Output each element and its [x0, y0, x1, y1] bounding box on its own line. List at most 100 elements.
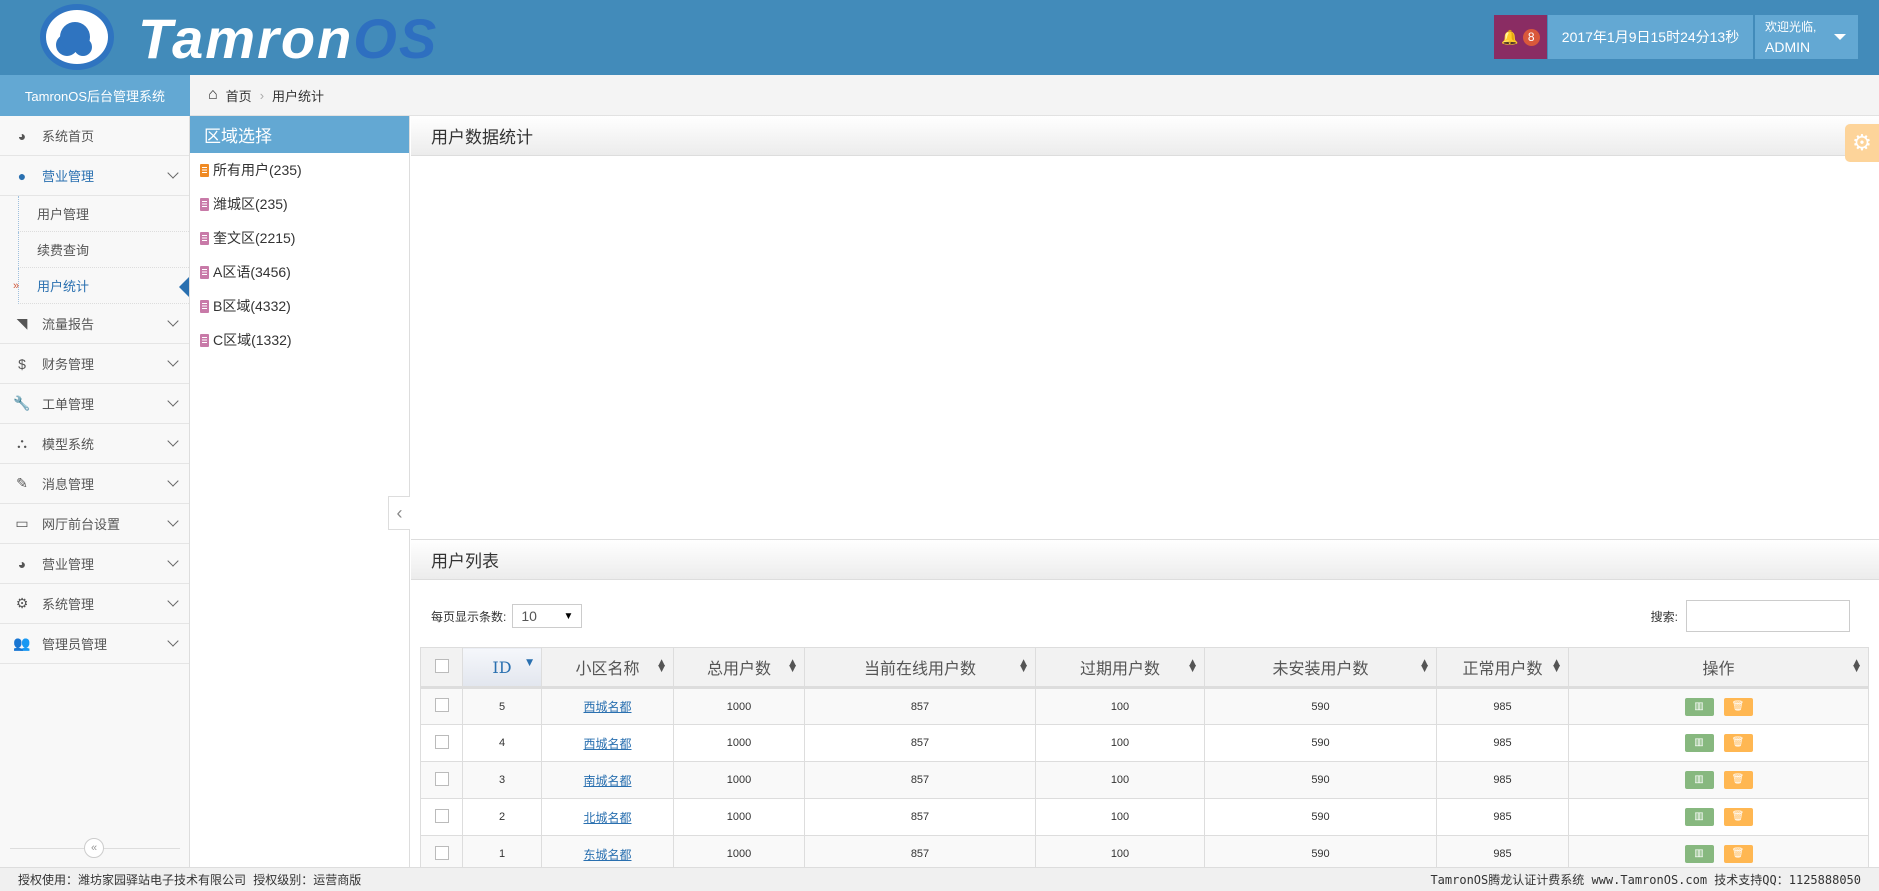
sidebar-item-messages[interactable]: ✎ 消息管理 — [0, 464, 189, 504]
community-link[interactable]: 西城名都 — [583, 736, 632, 751]
column-header[interactable]: 未安装用户数 ▲ ▼ — [1204, 647, 1437, 689]
sidebar-item-tickets[interactable]: 🔧 工单管理 — [0, 384, 189, 424]
chevron-down-icon — [167, 395, 179, 407]
settings-gear-button[interactable]: ⚙ — [1845, 124, 1879, 162]
chevron-down-icon — [167, 435, 179, 447]
cell: 100 — [1035, 761, 1205, 799]
home-icon: ⌂ — [208, 86, 218, 103]
row-checkbox[interactable] — [434, 808, 449, 823]
bar-chart-icon: ▥ — [1694, 700, 1704, 712]
delete-button[interactable]: 🗑 — [1723, 771, 1753, 789]
chart-button[interactable]: ▥ — [1684, 734, 1714, 752]
sidebar-item-portal-settings[interactable]: ▭ 网厅前台设置 — [0, 504, 189, 544]
region-item[interactable]: B区域(4332) — [190, 289, 409, 323]
trash-icon: 🗑 — [1731, 848, 1745, 859]
row-checkbox-cell — [420, 724, 463, 762]
sidebar-item-business[interactable]: ● 营业管理 — [0, 156, 189, 196]
delete-button[interactable]: 🗑 — [1723, 845, 1753, 863]
sidebar-subitem-user-stats[interactable]: » 用户统计 — [13, 268, 189, 304]
actions-cell: ▥ 🗑 — [1568, 761, 1869, 799]
cell: 南城名都 — [541, 761, 674, 799]
column-header[interactable]: ID ▼ — [462, 647, 542, 689]
chart-button[interactable]: ▥ — [1684, 771, 1714, 789]
region-item[interactable]: 潍城区(235) — [190, 187, 409, 221]
chart-button[interactable]: ▥ — [1684, 697, 1714, 716]
select-all-checkbox-header[interactable] — [420, 647, 463, 689]
region-item[interactable]: 所有用户(235) — [190, 153, 409, 187]
welcome-text: 欢迎光临, — [1765, 20, 1817, 34]
support-info: TamronOS腾龙认证计费系统 www.TamronOS.com 技术支持QQ… — [1430, 873, 1861, 887]
delete-button[interactable]: 🗑 — [1723, 697, 1753, 716]
collapse-sidebar-button[interactable]: « — [84, 838, 104, 858]
sort-desc-icon: ▼ — [526, 658, 533, 668]
region-item[interactable]: 奎文区(2215) — [190, 221, 409, 255]
community-link[interactable]: 北城名都 — [583, 810, 632, 825]
actions-cell: ▥ 🗑 — [1568, 687, 1869, 725]
users-icon: 👥 — [13, 635, 31, 651]
delete-button[interactable]: 🗑 — [1723, 808, 1753, 826]
delete-button[interactable]: 🗑 — [1723, 734, 1753, 752]
sort-icon: ▲ ▼ — [1853, 658, 1860, 674]
sidebar-item-home[interactable]: ◕ 系统首页 — [0, 116, 189, 156]
community-link[interactable]: 东城名都 — [583, 847, 632, 862]
row-checkbox[interactable] — [434, 734, 449, 749]
user-menu[interactable]: 欢迎光临, ADMIN — [1755, 15, 1858, 59]
row-checkbox[interactable] — [434, 845, 449, 860]
search-input[interactable] — [1686, 600, 1850, 632]
trash-icon: 🗑 — [1731, 737, 1745, 748]
cell: 西城名都 — [541, 724, 674, 762]
breadcrumb-home[interactable]: 首页 — [225, 88, 252, 104]
stats-panel-title: 用户数据统计 — [411, 116, 1879, 156]
sidebar-item-model[interactable]: ⛬ 模型系统 — [0, 424, 189, 464]
main-content: 用户数据统计 ⚙ 用户列表 每页显示条数: 10 ▼ 搜索: ID ▼ 小区名称 ▲ ▼ 总… — [411, 116, 1879, 873]
community-link[interactable]: 南城名都 — [583, 773, 632, 788]
select-all-checkbox[interactable] — [434, 658, 449, 673]
footer: 授权使用：潍坊家园驿站电子技术有限公司 授权级别：运营商版 TamronOS腾龙… — [0, 867, 1879, 891]
list-panel-title: 用户列表 — [411, 540, 1879, 580]
sidebar-item-finance[interactable]: $ 财务管理 — [0, 344, 189, 384]
table-row: 4 西城名都 1000 857 100 590 985 ▥ 🗑 — [420, 724, 1869, 762]
wrench-icon: 🔧 — [13, 395, 31, 411]
sidebar-subitem-renewal-query[interactable]: 续费查询 — [18, 232, 189, 268]
sidebar-subitem-user-management[interactable]: 用户管理 — [18, 196, 189, 232]
community-link[interactable]: 西城名都 — [583, 700, 632, 714]
column-header[interactable]: 总用户数 ▲ ▼ — [673, 647, 805, 689]
column-header[interactable]: 过期用户数 ▲ ▼ — [1035, 647, 1205, 689]
cell: 857 — [804, 835, 1036, 873]
sidebar-item-business-2[interactable]: ◕ 营业管理 — [0, 544, 189, 584]
column-header[interactable]: 正常用户数 ▲ ▼ — [1436, 647, 1569, 689]
region-item[interactable]: C区域(1332) — [190, 323, 409, 357]
actions-cell: ▥ 🗑 — [1568, 724, 1869, 762]
sidebar-item-system[interactable]: ⚙ 系统管理 — [0, 584, 189, 624]
region-item[interactable]: A区语(3456) — [190, 255, 409, 289]
row-checkbox[interactable] — [434, 698, 449, 712]
notifications-button[interactable]: 🔔 8 — [1494, 15, 1547, 59]
sidebar-item-admins[interactable]: 👥 管理员管理 — [0, 624, 189, 664]
building-icon — [200, 299, 209, 313]
chart-button[interactable]: ▥ — [1684, 845, 1714, 863]
user-table: ID ▼ 小区名称 ▲ ▼ 总用户数 ▲ ▼ 当前在线用户数 ▲ ▼ 过期用户数 ▲ ▼ 未安装用户数 ▲ ▼ 正… — [420, 647, 1869, 873]
table-row: 3 南城名都 1000 857 100 590 985 ▥ 🗑 — [420, 761, 1869, 799]
collapse-region-button[interactable]: ‹ — [388, 496, 410, 530]
sort-icon: ▲ ▼ — [1553, 658, 1560, 674]
page-length-select[interactable]: 10 ▼ — [512, 604, 583, 628]
column-header[interactable]: 当前在线用户数 ▲ ▼ — [804, 647, 1036, 689]
sidebar-item-traffic[interactable]: ◥ 流量报告 — [0, 304, 189, 344]
building-icon — [200, 197, 209, 211]
chart-button[interactable]: ▥ — [1684, 808, 1714, 826]
column-header[interactable]: 操作 ▲ ▼ — [1568, 647, 1869, 689]
cell: 5 — [462, 687, 542, 725]
table-row: 2 北城名都 1000 857 100 590 985 ▥ 🗑 — [420, 798, 1869, 836]
table-row: 1 东城名都 1000 857 100 590 985 ▥ 🗑 — [420, 835, 1869, 873]
desktop-icon: ▭ — [15, 515, 29, 531]
bar-chart-icon: ▥ — [1694, 848, 1704, 859]
active-indicator — [179, 277, 189, 297]
column-header[interactable]: 小区名称 ▲ ▼ — [541, 647, 674, 689]
cell: 590 — [1204, 687, 1437, 725]
sidebar-title: TamronOS后台管理系统 — [0, 75, 190, 116]
building-icon — [200, 163, 209, 177]
caret-down-icon — [1834, 34, 1846, 40]
sort-icon: ▲ ▼ — [1020, 658, 1027, 674]
trash-icon: 🗑 — [1731, 700, 1745, 712]
row-checkbox[interactable] — [434, 771, 449, 786]
